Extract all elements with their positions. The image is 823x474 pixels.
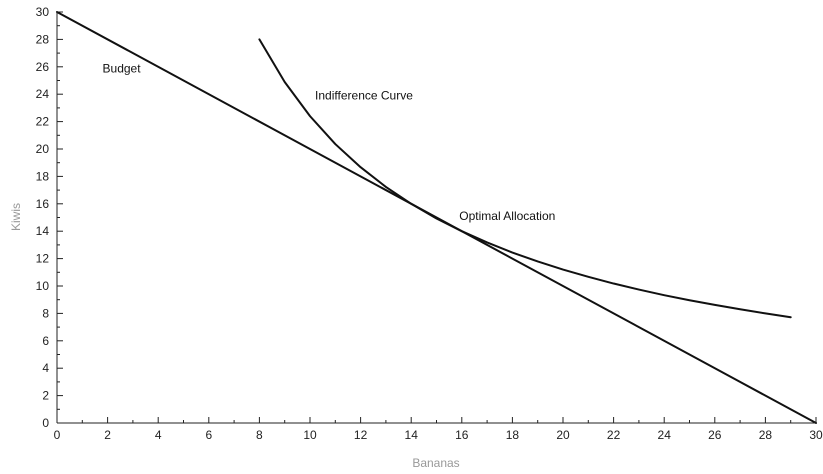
x-tick-label: 24 bbox=[658, 428, 672, 442]
y-axis-title: Kiwis bbox=[9, 203, 23, 231]
y-tick-label: 16 bbox=[36, 197, 50, 211]
x-tick-label: 2 bbox=[104, 428, 111, 442]
x-tick-label: 26 bbox=[708, 428, 722, 442]
y-tick-label: 14 bbox=[36, 224, 50, 238]
y-tick-label: 18 bbox=[36, 169, 50, 183]
x-tick-label: 4 bbox=[155, 428, 162, 442]
x-tick-label: 14 bbox=[405, 428, 419, 442]
tick-labels-group: 0 2 4 6 8 10 12 14 16 18 20 22 24 26 28 300246810121416… bbox=[36, 5, 823, 442]
y-tick-label: 20 bbox=[36, 142, 50, 156]
x-tick-label: 18 bbox=[506, 428, 520, 442]
series-line-indifference bbox=[258, 38, 792, 319]
x-tick-label: 12 bbox=[354, 428, 368, 442]
y-tick-label: 8 bbox=[42, 306, 49, 320]
x-axis-title: Bananas bbox=[412, 456, 459, 470]
y-tick-label: 4 bbox=[42, 361, 49, 375]
x-tick-label: 8 bbox=[256, 428, 263, 442]
annotation-optimal: Optimal Allocation bbox=[459, 209, 555, 223]
y-tick-label: 2 bbox=[42, 389, 49, 403]
y-tick-label: 10 bbox=[36, 279, 50, 293]
y-tick-label: 6 bbox=[42, 334, 49, 348]
y-tick-label: 30 bbox=[36, 5, 50, 19]
y-tick-label: 22 bbox=[36, 115, 50, 129]
x-tick-label: 10 bbox=[303, 428, 317, 442]
y-tick-label: 12 bbox=[36, 252, 50, 266]
x-tick-label: 30 bbox=[809, 428, 823, 442]
series-group bbox=[56, 11, 817, 424]
y-tick-label: 24 bbox=[36, 87, 50, 101]
x-tick-label: 28 bbox=[759, 428, 773, 442]
x-tick-label: 6 bbox=[205, 428, 212, 442]
annotation-indifference: Indifference Curve bbox=[315, 89, 413, 103]
annotations-group: Budget Indifference Curve Optimal Allocati… bbox=[103, 61, 556, 223]
x-tick-label: 20 bbox=[556, 428, 570, 442]
x-tick-label: 22 bbox=[607, 428, 621, 442]
y-tick-label: 26 bbox=[36, 60, 50, 74]
annotation-budget: Budget bbox=[103, 61, 142, 75]
x-tick-label: 16 bbox=[455, 428, 469, 442]
y-tick-label: 28 bbox=[36, 32, 50, 46]
x-tick-label: 0 bbox=[54, 428, 61, 442]
y-tick-label: 0 bbox=[42, 416, 49, 430]
